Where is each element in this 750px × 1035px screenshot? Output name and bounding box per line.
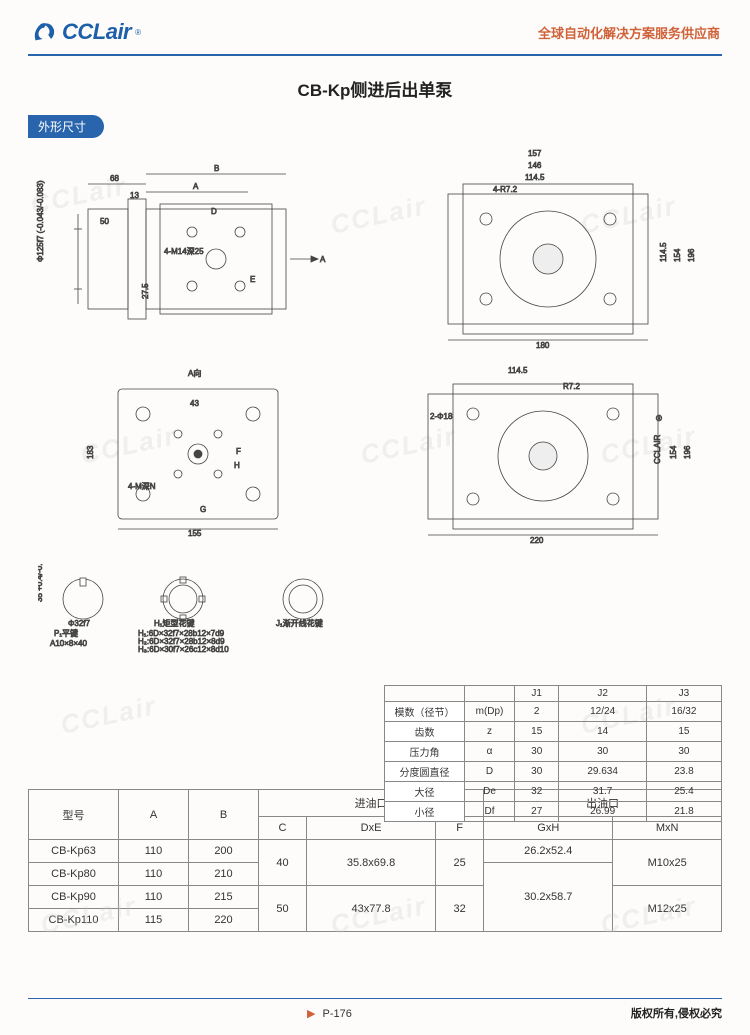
svg-text:Φ32f7: Φ32f7 — [68, 619, 91, 628]
svg-text:43: 43 — [190, 399, 199, 408]
svg-text:13: 13 — [130, 191, 139, 200]
svg-text:F: F — [236, 447, 241, 456]
svg-text:D: D — [211, 207, 217, 216]
svg-text:4-M深N: 4-M深N — [128, 482, 156, 491]
svg-text:154: 154 — [673, 248, 682, 262]
page-header: CCLair ® 全球自动化解决方案服务供应商 — [0, 0, 750, 54]
logo-text: CCLair — [62, 19, 131, 45]
logo-icon — [30, 18, 58, 46]
svg-text:A向: A向 — [188, 368, 201, 378]
table-row: 大径De3231.725.4 — [385, 782, 722, 802]
page-footer: ▶ P-176 版权所有,侵权必究 — [0, 1005, 750, 1021]
page-number: ▶ P-176 — [307, 1007, 352, 1020]
svg-text:196: 196 — [683, 445, 692, 459]
svg-text:2-Φ18: 2-Φ18 — [430, 412, 453, 421]
svg-text:180: 180 — [536, 341, 550, 350]
svg-text:220: 220 — [530, 536, 544, 545]
svg-text:Φ125f7 (-0.043/-0.083): Φ125f7 (-0.043/-0.083) — [36, 180, 45, 262]
table-row: 分度圆直径D3029.63423.8 — [385, 762, 722, 782]
brand-logo: CCLair ® — [30, 18, 141, 46]
svg-text:114.5: 114.5 — [525, 173, 545, 182]
watermark: CCLair — [58, 690, 160, 741]
footer-divider — [28, 998, 722, 1000]
copyright-text: 版权所有,侵权必究 — [631, 1005, 722, 1021]
page-title: CB-Kp侧进后出单泵 — [0, 56, 750, 115]
diagram-rear-view: 114.5 R7.2 2-Φ18 154 196 CCLAIR ® 220 — [398, 359, 718, 549]
svg-text:155: 155 — [188, 529, 202, 538]
svg-text:B: B — [214, 164, 219, 173]
technical-diagrams: 68 B A 13 50 D E Φ125f7 (-0.043/-0.083) … — [28, 144, 722, 644]
svg-text:A10×8×40: A10×8×40 — [50, 639, 87, 648]
svg-text:68: 68 — [110, 174, 119, 183]
svg-text:114.5: 114.5 — [508, 366, 528, 375]
table-row: 小径Df2726.9921.8 — [385, 802, 722, 822]
svg-text:50: 50 — [100, 217, 109, 226]
table-row: 模数（径节）m(Dp)212/2416/32 — [385, 702, 722, 722]
svg-text:27.5: 27.5 — [141, 283, 150, 299]
svg-text:E: E — [250, 275, 255, 284]
svg-text:H₁矩型花键: H₁矩型花键 — [154, 618, 194, 628]
diagram-side-view: 68 B A 13 50 D E Φ125f7 (-0.043/-0.083) … — [28, 154, 348, 344]
logo-r: ® — [135, 28, 141, 37]
svg-text:114.5: 114.5 — [659, 242, 668, 262]
svg-text:A: A — [193, 182, 199, 191]
diagram-shaft-ends: P₁平键 A10×8×40 Φ32f7 35 +0.4/-0.2 H₁矩型花键 … — [38, 564, 388, 654]
svg-text:CCLAIR: CCLAIR — [653, 434, 662, 464]
table-row: 齿数z151415 — [385, 722, 722, 742]
svg-text:G: G — [200, 505, 206, 514]
svg-text:4-M14深25: 4-M14深25 — [164, 247, 204, 256]
diagram-front-view: 157 146 114.5 4-R7.2 114.5 154 196 180 — [408, 144, 718, 354]
svg-text:R7.2: R7.2 — [563, 382, 580, 391]
svg-text:H: H — [234, 461, 240, 470]
table-row: CB-Kp63 110 200 40 35.8x69.8 25 26.2x52.… — [29, 840, 722, 863]
table-header-row: J1 J2 J3 — [385, 686, 722, 702]
table-row: CB-Kp90 110 215 50 43x77.8 32 M12x25 — [29, 886, 722, 909]
diagram-a-view: A向 43 F H G 4-M深N 183 155 — [68, 364, 328, 544]
svg-text:196: 196 — [687, 248, 696, 262]
svg-text:4-R7.2: 4-R7.2 — [493, 185, 518, 194]
svg-text:157: 157 — [528, 149, 542, 158]
section-dimensions-tab: 外形尺寸 — [28, 115, 104, 138]
svg-text:P₁平键: P₁平键 — [54, 628, 78, 638]
svg-text:35 +0.4/-0.2: 35 +0.4/-0.2 — [38, 564, 44, 602]
header-slogan: 全球自动化解决方案服务供应商 — [538, 23, 720, 42]
spline-spec-table: J1 J2 J3 模数（径节）m(Dp)212/2416/32 齿数z15141… — [384, 685, 722, 822]
svg-text:J₁渐开线花键: J₁渐开线花键 — [276, 618, 323, 628]
page-arrow-icon: ▶ — [307, 1008, 315, 1020]
svg-text:183: 183 — [86, 445, 95, 459]
svg-text:®: ® — [656, 414, 662, 423]
svg-text:154: 154 — [669, 445, 678, 459]
svg-text:A: A — [320, 255, 326, 264]
svg-text:146: 146 — [528, 161, 542, 170]
svg-text:H₃:6D×30f7×26c12×8d10: H₃:6D×30f7×26c12×8d10 — [138, 645, 229, 654]
page-number-text: P-176 — [323, 1008, 352, 1020]
table-row: 压力角α303030 — [385, 742, 722, 762]
